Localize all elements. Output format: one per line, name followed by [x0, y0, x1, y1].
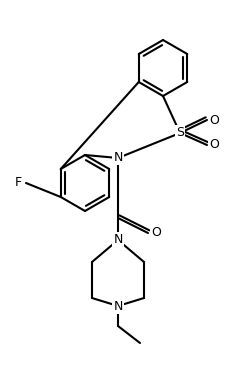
Text: O: O: [208, 139, 218, 151]
Text: O: O: [151, 227, 160, 239]
Text: S: S: [175, 126, 183, 140]
Text: F: F: [14, 177, 22, 189]
Text: N: N: [113, 300, 122, 312]
Text: N: N: [113, 234, 122, 246]
Text: N: N: [113, 151, 122, 165]
Text: O: O: [208, 114, 218, 126]
